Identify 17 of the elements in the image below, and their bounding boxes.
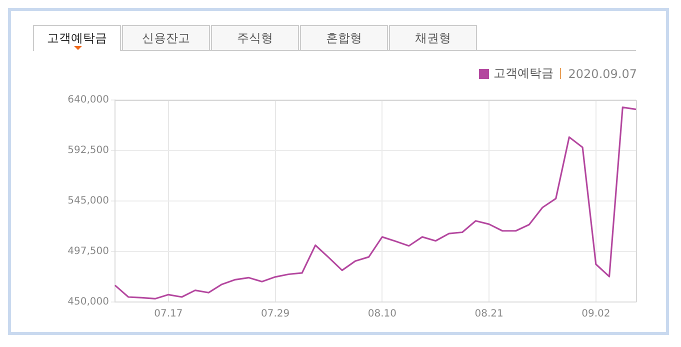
- y-tick-label: 497,500: [68, 246, 109, 258]
- x-tick-label: 07.17: [154, 308, 183, 320]
- y-tick-label: 640,000: [68, 94, 109, 106]
- text: 고객예탁금: [33, 25, 121, 51]
- text: 채권형: [389, 25, 477, 50]
- legend-label: 고객예탁금: [493, 65, 554, 82]
- text: 혼합형: [300, 25, 388, 50]
- text: 2020.09.07: [568, 66, 637, 80]
- y-tick-label: 545,000: [68, 196, 109, 207]
- y-tick-label: 450,000: [68, 296, 109, 308]
- x-tick-label: 07.29: [260, 308, 290, 320]
- text: 신용잔고: [122, 25, 210, 50]
- x-tick-label: 08.10: [368, 308, 396, 320]
- text: 주식형: [211, 25, 299, 50]
- y-tick-label: 592,500: [68, 145, 109, 156]
- x-tick-label: 09.02: [582, 308, 610, 320]
- x-tick-label: 08.21: [474, 308, 504, 320]
